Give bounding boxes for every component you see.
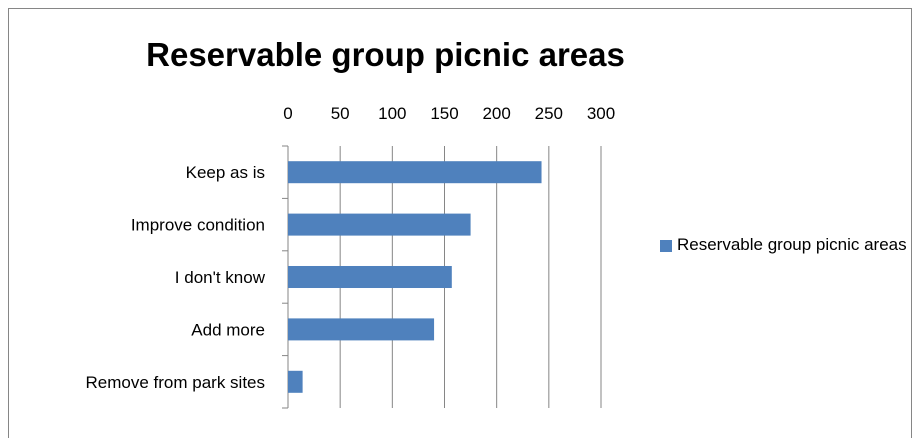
category-label: I don't know [175, 268, 266, 287]
category-label: Keep as is [186, 163, 265, 182]
x-tick-label: 150 [430, 104, 458, 123]
legend-swatch [660, 240, 672, 252]
x-tick-label: 250 [535, 104, 563, 123]
x-tick-label: 300 [587, 104, 615, 123]
bar-improve-condition [288, 213, 471, 236]
category-label: Remove from park sites [86, 373, 266, 392]
category-label: Improve condition [131, 216, 265, 235]
bar-remove-from-park-sites [288, 370, 303, 393]
category-label: Add more [191, 320, 265, 339]
bar-i-don-t-know [288, 265, 452, 289]
x-tick-label: 100 [378, 104, 406, 123]
x-tick-label: 50 [331, 104, 350, 123]
x-tick-label: 0 [283, 104, 292, 123]
bar-add-more [288, 318, 435, 341]
chart-title: Reservable group picnic areas [146, 36, 625, 73]
legend-label: Reservable group picnic areas [677, 235, 907, 254]
bar-keep-as-is [288, 161, 542, 184]
x-tick-label: 200 [482, 104, 510, 123]
